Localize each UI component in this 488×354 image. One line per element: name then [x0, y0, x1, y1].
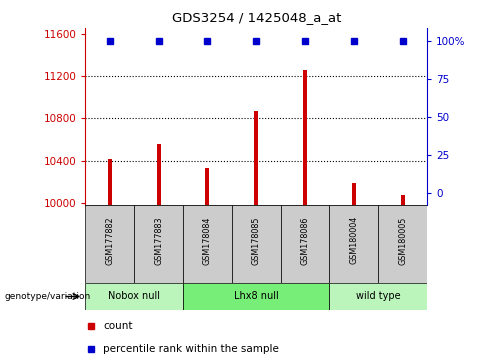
Text: GSM178084: GSM178084: [203, 216, 212, 264]
Bar: [205, 168, 209, 205]
Bar: [329, 205, 378, 283]
Text: GSM177883: GSM177883: [154, 216, 163, 265]
Bar: [329, 283, 427, 310]
Bar: [401, 195, 405, 205]
Bar: [108, 159, 112, 205]
Bar: [134, 205, 183, 283]
Text: wild type: wild type: [356, 291, 401, 302]
Text: Lhx8 null: Lhx8 null: [234, 291, 279, 302]
Text: count: count: [103, 321, 133, 331]
Bar: [303, 70, 307, 205]
Bar: [157, 144, 161, 205]
Text: genotype/variation: genotype/variation: [5, 292, 91, 301]
Bar: [378, 205, 427, 283]
Bar: [254, 111, 258, 205]
Bar: [281, 205, 329, 283]
Text: GSM178086: GSM178086: [301, 216, 309, 264]
Bar: [183, 205, 232, 283]
Bar: [85, 283, 183, 310]
Text: GSM178085: GSM178085: [252, 216, 261, 265]
Text: Nobox null: Nobox null: [108, 291, 160, 302]
Text: GSM180004: GSM180004: [349, 216, 358, 264]
Bar: [352, 183, 356, 205]
Bar: [85, 205, 134, 283]
Bar: [183, 283, 329, 310]
Text: percentile rank within the sample: percentile rank within the sample: [103, 344, 279, 354]
Bar: [232, 205, 281, 283]
Title: GDS3254 / 1425048_a_at: GDS3254 / 1425048_a_at: [171, 11, 341, 24]
Text: GSM180005: GSM180005: [398, 216, 407, 264]
Text: GSM177882: GSM177882: [105, 216, 114, 265]
